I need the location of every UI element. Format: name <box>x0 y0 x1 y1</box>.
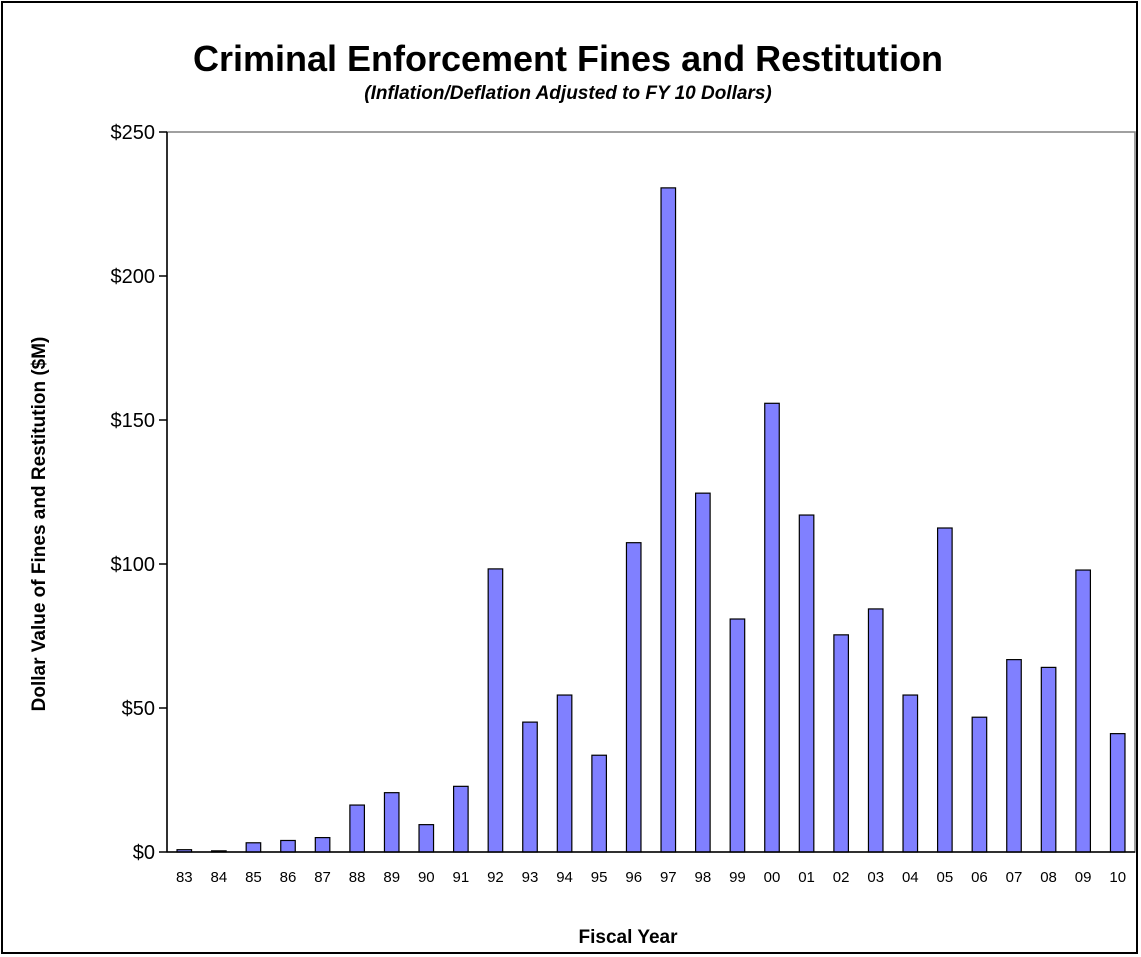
y-tick-label: $250 <box>111 122 156 144</box>
bar-01 <box>798 514 815 853</box>
x-tick-label: 02 <box>833 869 850 886</box>
bar-87 <box>314 836 331 853</box>
x-tick-label: 93 <box>522 869 539 886</box>
bar-02 <box>833 634 850 853</box>
x-tick-label: 94 <box>556 869 573 886</box>
bar-90 <box>418 824 435 853</box>
x-tick-label: 08 <box>1040 869 1057 886</box>
y-tick-label: $200 <box>111 266 156 288</box>
bar-05 <box>936 527 953 853</box>
x-tick-label: 85 <box>245 869 262 886</box>
x-axis: 83 84 85 86 87 88 89 90 91 92 93 94 95 96 97 98 99 00 01 02… <box>167 851 1135 886</box>
y-axis: $0 $50 $100 $150 $200 $250 <box>111 122 168 864</box>
x-axis-title: Fiscal Year <box>579 927 679 948</box>
bar-10 <box>1109 733 1126 853</box>
bars <box>176 187 1126 853</box>
bar-99 <box>729 618 746 853</box>
x-tick-label: 83 <box>176 869 193 886</box>
x-tick-label: 84 <box>211 869 228 886</box>
x-tick-label: 00 <box>764 869 781 886</box>
bar-08 <box>1040 666 1057 853</box>
x-tick-label: 89 <box>383 869 400 886</box>
bar-94 <box>556 694 573 853</box>
y-tick-label: $0 <box>133 842 155 864</box>
bar-93 <box>522 721 538 853</box>
y-tick-label: $100 <box>111 554 156 576</box>
x-tick-label: 01 <box>798 869 815 886</box>
y-tick-label: $150 <box>111 410 156 432</box>
x-tick-label: 97 <box>660 869 677 886</box>
bar-chart: Criminal Enforcement Fines and Restituti… <box>29 38 1136 948</box>
bar-06 <box>971 716 988 853</box>
x-tick-label: 99 <box>729 869 746 886</box>
chart-subtitle: (Inflation/Deflation Adjusted to FY 10 D… <box>364 83 771 104</box>
x-tick-label: 98 <box>695 869 712 886</box>
bar-03 <box>867 608 884 853</box>
bar-89 <box>383 792 400 853</box>
y-tick-label: $50 <box>122 698 155 720</box>
y-axis-title: Dollar Value of Fines and Restitution ($… <box>29 337 50 712</box>
bar-00 <box>764 402 780 853</box>
bar-98 <box>694 492 711 853</box>
bar-95 <box>591 754 608 853</box>
bar-96 <box>625 542 642 853</box>
x-tick-label: 95 <box>591 869 608 886</box>
x-tick-label: 03 <box>867 869 884 886</box>
plot-area <box>166 131 1136 853</box>
x-tick-label: 06 <box>971 869 988 886</box>
x-tick-label: 07 <box>1006 869 1023 886</box>
bar-04 <box>902 694 919 853</box>
bar-09 <box>1075 569 1092 853</box>
x-tick-label: 88 <box>349 869 366 886</box>
bar-88 <box>349 804 366 853</box>
x-tick-label: 92 <box>487 869 504 886</box>
x-tick-label: 96 <box>625 869 642 886</box>
bar-92 <box>487 568 504 853</box>
x-tick-label: 05 <box>937 869 954 886</box>
bar-91 <box>452 785 469 853</box>
bar-97 <box>660 187 677 853</box>
x-tick-label: 09 <box>1075 869 1092 886</box>
bar-07 <box>1006 659 1022 853</box>
x-tick-label: 87 <box>314 869 331 886</box>
x-tick-label: 90 <box>418 869 435 886</box>
x-tick-label: 04 <box>902 869 919 886</box>
bar-85 <box>245 842 262 853</box>
chart-title: Criminal Enforcement Fines and Restituti… <box>193 38 943 79</box>
bar-86 <box>280 839 296 853</box>
x-tick-label: 91 <box>453 869 470 886</box>
x-tick-label: 10 <box>1109 869 1126 886</box>
x-tick-label: 86 <box>280 869 297 886</box>
